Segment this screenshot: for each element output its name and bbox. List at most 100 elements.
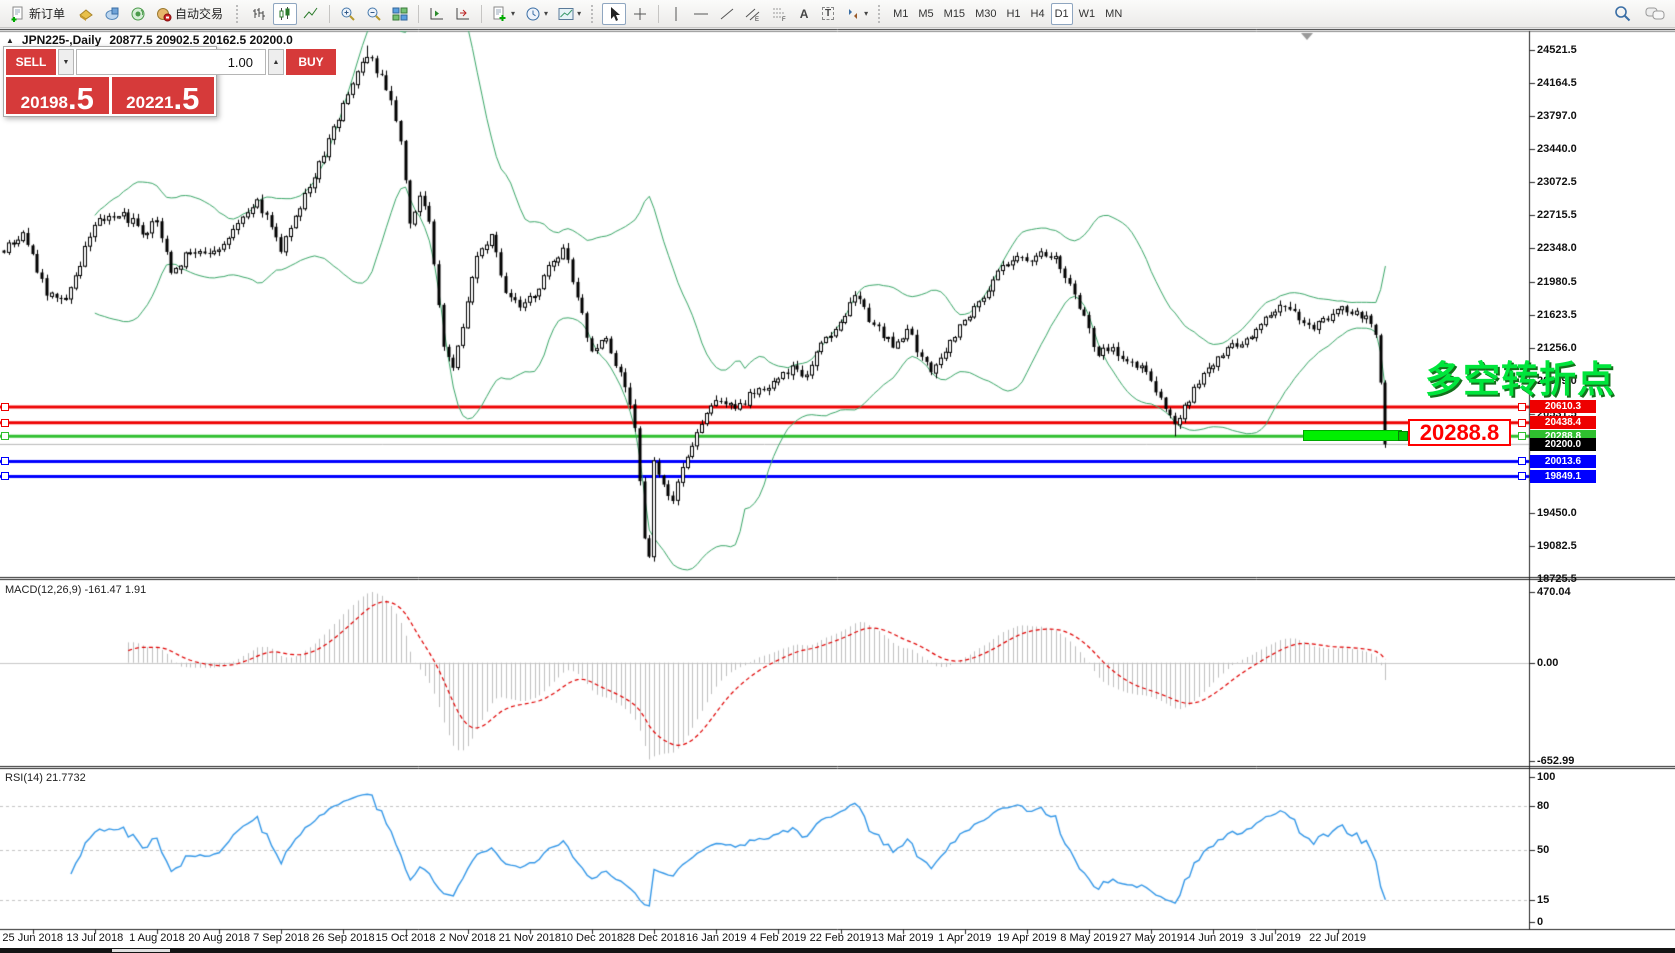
volume-increase-button[interactable]: ▲ bbox=[268, 49, 284, 75]
date-axis-label: 20 Aug 2018 bbox=[188, 932, 250, 944]
hline-handle-right[interactable] bbox=[1518, 472, 1526, 481]
rsi-axis-label: 15 bbox=[1537, 894, 1550, 907]
data-window-icon bbox=[104, 6, 120, 22]
market-watch-button[interactable] bbox=[74, 3, 98, 25]
search-button[interactable] bbox=[1610, 3, 1635, 25]
price-axis-label: 21980.5 bbox=[1537, 275, 1577, 288]
price-axis-label: 23797.0 bbox=[1537, 110, 1577, 123]
sell-price-button[interactable]: 20198 .5 bbox=[6, 77, 109, 114]
vertical-line-button[interactable] bbox=[665, 3, 687, 25]
date-axis-label: 13 Mar 2019 bbox=[871, 932, 934, 944]
fibonacci-button[interactable]: F bbox=[767, 3, 791, 25]
line-chart-button[interactable] bbox=[299, 3, 323, 25]
toolbar-grip bbox=[236, 4, 241, 23]
hline-handle-right[interactable] bbox=[1518, 457, 1526, 466]
zoom-in-button[interactable] bbox=[336, 3, 360, 25]
toolbar-separator bbox=[481, 4, 483, 23]
tile-windows-button[interactable] bbox=[388, 3, 412, 25]
price-tag: 20610.3 bbox=[1530, 400, 1596, 414]
price-tag: 19849.1 bbox=[1530, 469, 1596, 483]
support-highlight-handle[interactable] bbox=[1398, 431, 1408, 441]
price-axis-label: 21256.0 bbox=[1537, 342, 1577, 355]
templates-button[interactable]: ▾ bbox=[554, 3, 585, 25]
auto-scroll-icon bbox=[455, 6, 471, 22]
sell-button[interactable]: SELL bbox=[6, 49, 56, 75]
timeframe-m5[interactable]: M5 bbox=[918, 7, 934, 20]
price-level-box[interactable]: 20288.8 bbox=[1408, 419, 1511, 446]
date-axis-label: 13 Jul 2018 bbox=[66, 932, 124, 944]
price-axis-label: 23440.0 bbox=[1537, 142, 1577, 155]
support-highlight-bar[interactable] bbox=[1303, 430, 1402, 441]
buy-price-button[interactable]: 20221 .5 bbox=[111, 77, 214, 116]
auto-scroll-button[interactable] bbox=[451, 3, 475, 25]
buy-price-frac: .5 bbox=[173, 81, 200, 116]
chat-button[interactable] bbox=[1641, 3, 1669, 25]
date-axis-label: 22 Feb 2019 bbox=[809, 932, 872, 944]
timeframe-m15[interactable]: M15 bbox=[943, 7, 966, 20]
autotrading-button[interactable]: 自动交易 bbox=[152, 3, 230, 25]
rsi-axis-label: 80 bbox=[1537, 800, 1550, 812]
rsi-axis-label: 50 bbox=[1537, 843, 1550, 856]
date-axis-label: 19 Apr 2019 bbox=[997, 932, 1057, 944]
hline-handle-left[interactable] bbox=[1, 432, 9, 441]
timeframe-d1[interactable]: D1 bbox=[1050, 2, 1073, 25]
zoom-out-button[interactable] bbox=[362, 3, 386, 25]
timeframe-m30[interactable]: M30 bbox=[975, 7, 997, 20]
bottom-scrollbar-thumb[interactable] bbox=[112, 949, 170, 952]
timeframe-m1[interactable]: M1 bbox=[893, 7, 909, 20]
hline-handle-left[interactable] bbox=[1, 402, 9, 411]
turning-point-annotation[interactable]: 多空转折点 bbox=[1425, 359, 1615, 400]
symbol-period-label: JPN225-,Daily bbox=[21, 33, 102, 47]
buy-price-main: 20221 bbox=[126, 93, 174, 112]
date-axis-label: 10 Dec 2018 bbox=[560, 932, 624, 944]
trendline-button[interactable] bbox=[715, 3, 739, 25]
bottom-scrollbar[interactable] bbox=[0, 948, 1675, 953]
timeframe-h4[interactable]: H4 bbox=[1030, 7, 1045, 20]
collapse-panel-icon[interactable]: ▲ bbox=[6, 35, 14, 45]
chart-shift-button[interactable] bbox=[425, 3, 449, 25]
price-tag: 20200.0 bbox=[1530, 437, 1596, 451]
toolbar-separator bbox=[329, 4, 331, 23]
hline-handle-left[interactable] bbox=[1, 457, 9, 466]
hline-handle-right[interactable] bbox=[1518, 418, 1526, 427]
timeframe-mn[interactable]: MN bbox=[1105, 7, 1123, 20]
trendline-icon bbox=[719, 6, 735, 22]
line-chart-icon bbox=[303, 6, 319, 22]
fibonacci-icon: F bbox=[771, 6, 787, 22]
hline-handle-left[interactable] bbox=[1, 418, 9, 427]
hline-handle-right[interactable] bbox=[1518, 432, 1526, 441]
horizontal-line-button[interactable] bbox=[689, 3, 713, 25]
hline-handle-right[interactable] bbox=[1518, 402, 1526, 411]
text-label-button[interactable]: T bbox=[817, 3, 839, 25]
macd-label: MACD(12,26,9) -161.47 1.91 bbox=[5, 584, 147, 596]
new-order-label: 新订单 bbox=[29, 7, 66, 21]
periods-button[interactable]: ▾ bbox=[521, 3, 552, 25]
autotrading-icon bbox=[156, 6, 172, 22]
svg-text:F: F bbox=[782, 17, 786, 22]
volume-input[interactable] bbox=[76, 49, 266, 75]
rsi-axis-label: 100 bbox=[1537, 771, 1556, 783]
equidistant-channel-button[interactable]: E bbox=[741, 3, 765, 25]
strategy-tester-button[interactable] bbox=[126, 3, 150, 25]
indicators-button[interactable]: ▾ bbox=[488, 3, 519, 25]
text-tool-button[interactable]: A bbox=[793, 3, 815, 25]
buy-button[interactable]: BUY bbox=[286, 49, 336, 75]
rsi-label: RSI(14) 21.7732 bbox=[5, 772, 86, 784]
date-axis-label: 2 Nov 2018 bbox=[439, 932, 496, 944]
bar-chart-button[interactable] bbox=[247, 3, 271, 25]
cursor-button[interactable] bbox=[602, 2, 627, 25]
arrows-button[interactable]: ▾ bbox=[841, 3, 872, 25]
crosshair-icon bbox=[632, 6, 648, 22]
volume-decrease-button[interactable]: ▼ bbox=[58, 49, 74, 75]
crosshair-button[interactable] bbox=[628, 3, 652, 25]
toolbar-separator bbox=[658, 4, 660, 23]
hline-handle-left[interactable] bbox=[1, 472, 9, 481]
data-window-button[interactable] bbox=[100, 3, 124, 25]
candlestick-chart-button[interactable] bbox=[273, 2, 298, 25]
timeframe-h1[interactable]: H1 bbox=[1006, 7, 1021, 20]
price-axis-label: 21623.5 bbox=[1537, 308, 1577, 321]
timeframe-w1[interactable]: W1 bbox=[1078, 7, 1096, 20]
toolbar-grip bbox=[591, 4, 596, 23]
new-order-button[interactable]: 新订单 bbox=[6, 3, 72, 25]
